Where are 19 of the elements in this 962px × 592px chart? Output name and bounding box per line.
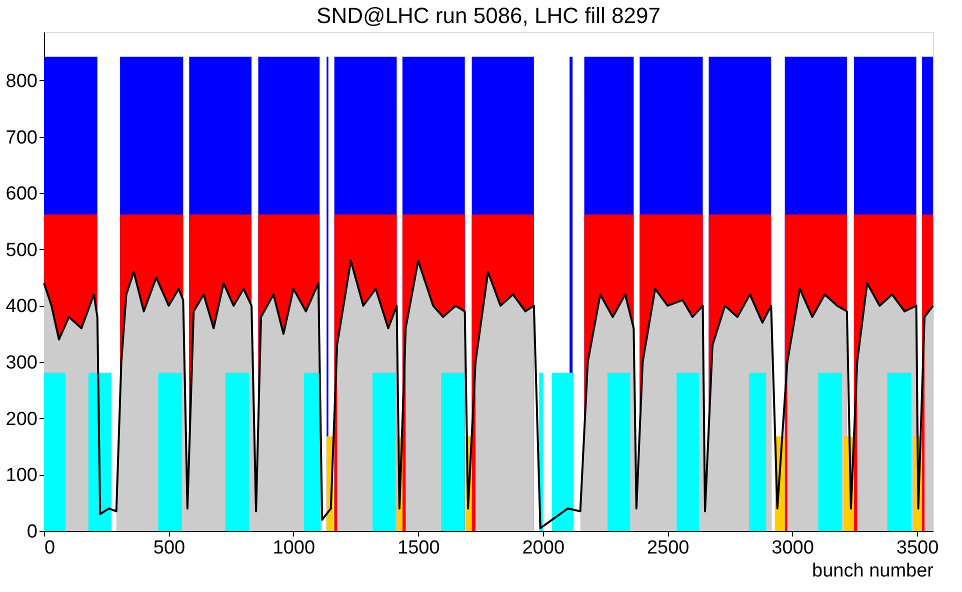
y-tick-label: 600	[6, 184, 38, 205]
y-tick-label: 0	[26, 522, 38, 542]
chart-title: SND@LHC run 5086, LHC fill 8297	[316, 3, 660, 28]
y-tick-label: 300	[6, 352, 38, 374]
x-tick-label: 2000	[522, 538, 565, 558]
y-tick-label: 800	[6, 70, 38, 92]
x-tick-label: 2500	[646, 538, 690, 558]
x-tick-label: 0	[44, 538, 56, 558]
x-tick-label: 1500	[398, 538, 440, 558]
y-tick-label: 500	[6, 240, 38, 261]
y-tick-label: 100	[6, 465, 38, 486]
x-tick-label: 3000	[772, 538, 814, 558]
x-tick-label: 500	[153, 538, 186, 558]
x-axis-title: bunch number	[812, 560, 934, 582]
y-tick-label: 700	[6, 127, 38, 148]
y-tick-label: 200	[6, 408, 38, 430]
y-tick-label: 400	[6, 296, 38, 318]
x-tick-label: 3500	[896, 538, 939, 558]
x-tick-label: 1000	[272, 538, 316, 558]
